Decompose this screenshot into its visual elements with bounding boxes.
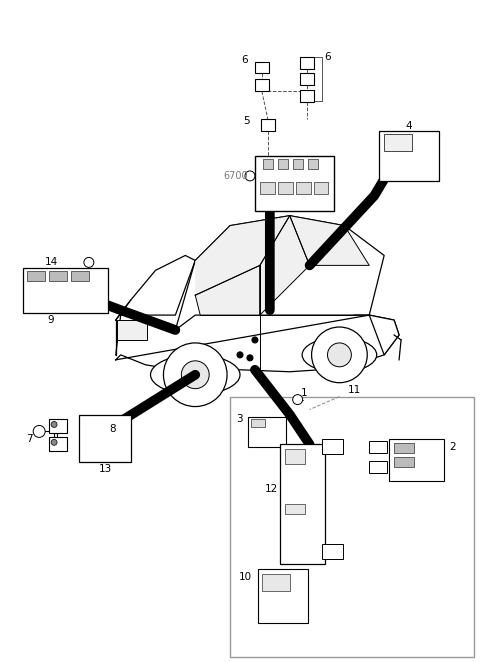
Circle shape	[51, 422, 57, 428]
Bar	[260, 182, 275, 194]
Circle shape	[164, 343, 227, 406]
Bar	[322, 440, 343, 454]
Text: 8: 8	[109, 424, 116, 434]
Bar	[262, 573, 290, 591]
Bar	[278, 159, 288, 169]
Bar	[280, 444, 324, 563]
Text: 7: 7	[26, 434, 33, 444]
Bar	[300, 91, 313, 103]
Circle shape	[181, 361, 209, 389]
Circle shape	[245, 171, 255, 181]
Circle shape	[327, 343, 351, 367]
Text: 13: 13	[99, 464, 112, 474]
Bar	[293, 159, 302, 169]
Circle shape	[33, 426, 45, 438]
Circle shape	[84, 258, 94, 267]
Circle shape	[51, 440, 57, 446]
Bar	[258, 569, 308, 624]
Bar	[300, 73, 313, 85]
Bar	[394, 444, 414, 453]
Text: 1: 1	[301, 388, 308, 398]
Text: 2: 2	[449, 442, 456, 452]
Bar	[384, 134, 412, 151]
Bar	[251, 420, 265, 428]
Text: 4: 4	[406, 121, 412, 131]
Circle shape	[252, 337, 258, 343]
Polygon shape	[195, 265, 260, 315]
Text: 3: 3	[236, 414, 243, 424]
Bar	[255, 156, 335, 211]
Bar	[49, 271, 67, 281]
Bar	[285, 449, 305, 464]
Bar	[394, 457, 414, 467]
Bar	[49, 438, 67, 451]
Polygon shape	[354, 315, 399, 355]
Bar	[117, 320, 146, 340]
Ellipse shape	[151, 355, 240, 395]
Text: 14: 14	[45, 258, 58, 267]
Circle shape	[293, 395, 302, 404]
Text: 6: 6	[324, 52, 331, 62]
Circle shape	[247, 355, 253, 361]
Circle shape	[267, 307, 273, 313]
Bar	[300, 56, 313, 69]
Bar	[71, 271, 89, 281]
Circle shape	[237, 352, 243, 358]
Bar	[285, 504, 305, 514]
Bar	[322, 544, 343, 559]
Bar	[255, 62, 269, 73]
Bar	[278, 182, 293, 194]
Ellipse shape	[302, 338, 377, 372]
Bar	[379, 131, 439, 181]
Bar	[369, 442, 387, 453]
Bar	[230, 397, 474, 657]
Bar	[263, 159, 273, 169]
Text: 11: 11	[348, 385, 361, 395]
Polygon shape	[116, 256, 195, 355]
Bar	[389, 440, 444, 481]
Bar	[261, 119, 275, 131]
Polygon shape	[260, 216, 310, 315]
Text: 6700: 6700	[223, 171, 248, 181]
Bar	[296, 182, 311, 194]
Bar	[248, 418, 286, 448]
Polygon shape	[195, 216, 290, 295]
Bar	[313, 182, 328, 194]
Bar	[369, 461, 387, 473]
Text: 12: 12	[264, 484, 278, 494]
Polygon shape	[290, 216, 369, 265]
Bar	[79, 414, 131, 462]
Text: 9: 9	[48, 315, 54, 325]
Polygon shape	[175, 216, 384, 330]
Circle shape	[312, 327, 367, 383]
Bar	[308, 159, 318, 169]
Bar	[255, 79, 269, 91]
Bar	[49, 420, 67, 434]
Polygon shape	[116, 315, 399, 372]
Bar	[27, 271, 45, 281]
Text: 6: 6	[241, 54, 248, 65]
Text: 5: 5	[243, 117, 250, 126]
Text: 10: 10	[239, 571, 252, 582]
Bar	[23, 268, 108, 313]
